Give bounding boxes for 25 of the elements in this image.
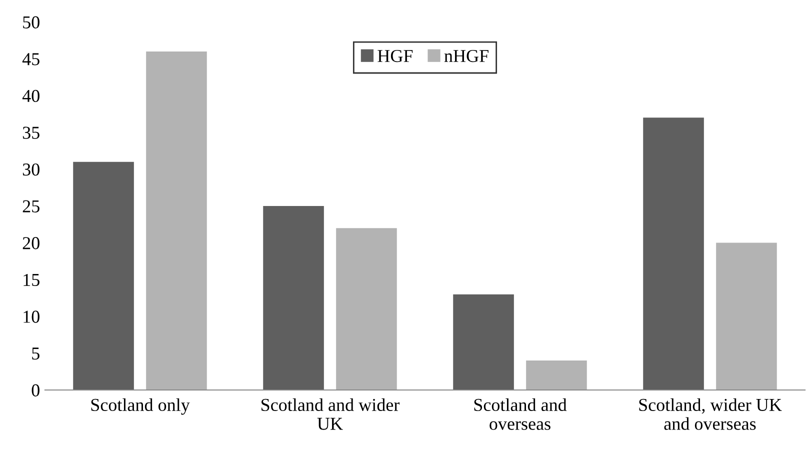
y-tick-label: 0 xyxy=(32,384,40,396)
y-tick-label: 5 xyxy=(32,348,40,360)
legend-label: HGF xyxy=(378,50,413,62)
bar xyxy=(336,228,397,390)
legend-label: nHGF xyxy=(444,50,488,62)
y-tick-label: 45 xyxy=(22,53,40,66)
bar xyxy=(526,360,587,390)
x-tick-label: Scotland only xyxy=(91,398,190,415)
x-tick-label: Scotland and wider UK xyxy=(262,398,400,430)
y-tick-label: 50 xyxy=(23,16,40,28)
y-tick-label: 10 xyxy=(24,310,40,323)
bar xyxy=(146,51,207,390)
bar xyxy=(716,242,777,390)
y-tick-label: 30 xyxy=(22,163,40,176)
y-tick-label: 25 xyxy=(22,200,40,212)
y-tick-label: 40 xyxy=(22,90,40,102)
y-tick-label: 15 xyxy=(24,274,40,286)
y-tick-label: 20 xyxy=(22,237,40,250)
bar xyxy=(263,206,324,390)
y-tick-label: 35 xyxy=(22,126,40,139)
bar xyxy=(643,118,704,390)
bar xyxy=(73,162,134,390)
bar xyxy=(453,294,514,390)
x-tick-label: Scotland and overseas xyxy=(474,398,567,430)
x-tick-label: Scotland, wider UK and overseas xyxy=(639,398,782,430)
